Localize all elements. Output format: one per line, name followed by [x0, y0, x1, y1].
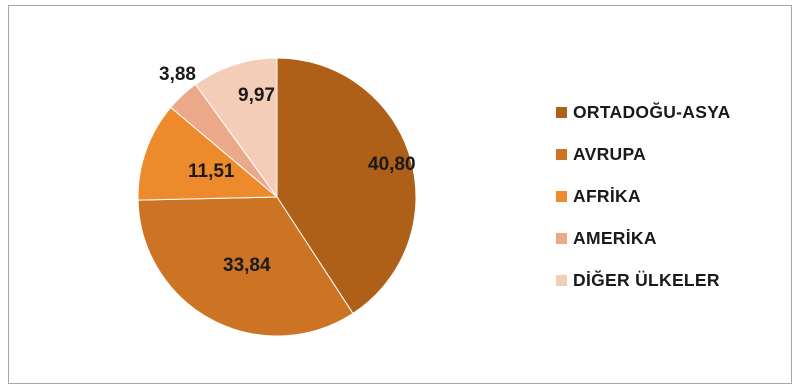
legend-item: AFRİKA	[556, 175, 786, 217]
legend-swatch	[556, 190, 567, 202]
legend-item: ORTADOĞU-ASYA	[556, 91, 786, 133]
legend-item: AVRUPA	[556, 133, 786, 175]
legend-label: DİĞER ÜLKELER	[573, 269, 720, 290]
legend-swatch	[556, 106, 567, 118]
legend-swatch	[556, 148, 567, 160]
pie-slice-3	[137, 106, 279, 201]
pie-slices	[137, 57, 417, 337]
data-label-2: 33,84	[223, 255, 271, 276]
pie-data-labels: 40,80 33,84 11,51 3,88 9,97	[159, 64, 416, 276]
legend-label: AMERİKA	[573, 227, 657, 248]
legend-label: AVRUPA	[573, 143, 647, 164]
legend-label: ORTADOĞU-ASYA	[573, 101, 731, 122]
data-label-4: 3,88	[159, 64, 196, 85]
legend-swatch	[556, 274, 567, 286]
legend-item: DİĞER ÜLKELER	[556, 259, 786, 301]
pie-slice-2	[137, 196, 354, 337]
data-label-1: 40,80	[368, 154, 416, 175]
data-label-5: 9,97	[238, 85, 275, 106]
legend-item: AMERİKA	[556, 217, 786, 259]
data-label-3: 11,51	[188, 161, 235, 182]
pie-slice-5	[194, 57, 278, 199]
legend: ORTADOĞU-ASYA AVRUPA AFRİKA AMERİKA DİĞER ÜL…	[556, 91, 786, 301]
legend-swatch	[556, 232, 567, 244]
legend-label: AFRİKA	[573, 185, 641, 206]
